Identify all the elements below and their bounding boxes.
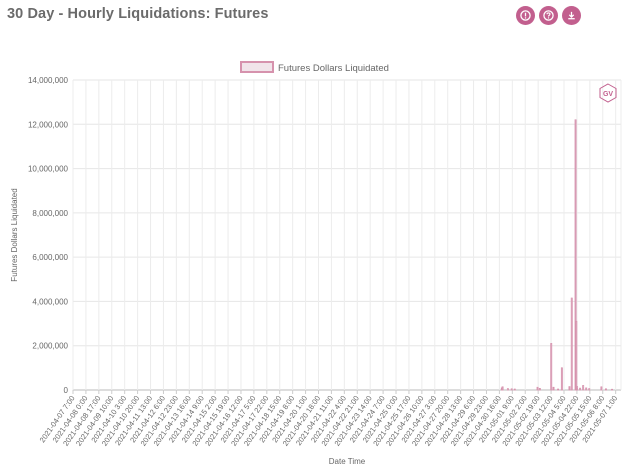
question-circle-icon: [543, 10, 554, 21]
y-tick-label: 12,000,000: [28, 120, 69, 129]
bar[interactable]: [568, 386, 571, 391]
bar[interactable]: [605, 388, 607, 391]
bar[interactable]: [513, 388, 516, 391]
x-axis-label: Date Time: [329, 457, 366, 466]
bar[interactable]: [585, 387, 588, 391]
download-icon: [568, 11, 575, 20]
bar[interactable]: [550, 343, 553, 391]
bar[interactable]: [582, 385, 585, 391]
legend-swatch: [240, 61, 274, 73]
legend-label: Futures Dollars Liquidated: [278, 63, 389, 74]
y-tick-label: 2,000,000: [32, 342, 68, 351]
info-button[interactable]: [516, 6, 535, 25]
bar-series: [500, 119, 613, 391]
y-tick-label: 10,000,000: [28, 165, 69, 174]
y-axis: 0 2,000,000 4,000,000 6,000,000 8,000,000 10,…: [28, 76, 69, 395]
bar[interactable]: [600, 386, 603, 391]
bar[interactable]: [575, 320, 578, 391]
y-axis-label: Futures Dollars Liquidated: [10, 188, 19, 281]
bar[interactable]: [570, 297, 573, 391]
bar[interactable]: [501, 386, 504, 391]
page-title: 30 Day - Hourly Liquidations: Futures: [7, 6, 269, 22]
y-tick-label: 0: [64, 386, 69, 395]
y-tick-label: 6,000,000: [32, 253, 68, 262]
chart-grid: [72, 79, 622, 394]
help-button[interactable]: [539, 6, 558, 25]
bar[interactable]: [557, 388, 560, 391]
bar[interactable]: [536, 386, 539, 391]
bar[interactable]: [538, 388, 541, 391]
bar[interactable]: [611, 388, 613, 391]
gv-logo-icon: GV: [599, 83, 617, 103]
download-button[interactable]: [562, 6, 581, 25]
bar[interactable]: [588, 388, 591, 391]
bar[interactable]: [560, 367, 563, 391]
y-tick-label: 14,000,000: [28, 76, 69, 85]
y-tick-label: 8,000,000: [32, 209, 68, 218]
y-tick-label: 4,000,000: [32, 297, 68, 306]
bar[interactable]: [552, 386, 555, 391]
bar[interactable]: [579, 387, 582, 391]
bar[interactable]: [506, 388, 509, 391]
bar[interactable]: [576, 386, 579, 391]
info-circle-icon: [520, 10, 531, 21]
svg-text:GV: GV: [603, 91, 613, 98]
chart-legend[interactable]: Futures Dollars Liquidated: [240, 61, 389, 74]
bar[interactable]: [510, 388, 513, 391]
